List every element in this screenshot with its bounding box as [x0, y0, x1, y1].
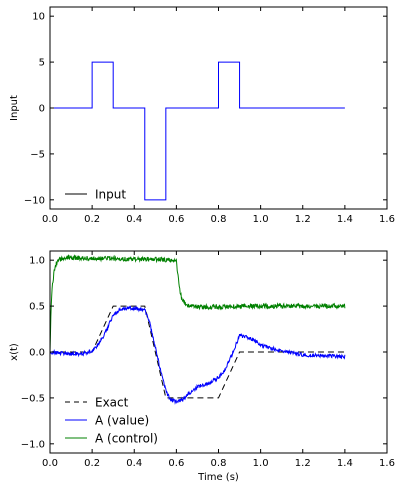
x-tick-label: 1.6: [379, 458, 395, 469]
y-tick-label: 10: [32, 12, 45, 23]
input-plot: 0.0 0.2 0.4 0.6 0.8 1.0 1.2 1.4 1.6 −10 −5 0 5 10 Inpu…: [9, 6, 395, 225]
x-tick-label: 1.6: [379, 214, 395, 225]
x-tick-label: 1.4: [337, 214, 353, 225]
x-tick-label: 1.0: [253, 214, 269, 225]
y-tick-label: 0.0: [29, 348, 45, 359]
x-tick-label: 0.8: [211, 458, 227, 469]
legend-label: Input: [95, 188, 126, 202]
x-tick-label: 0.6: [168, 214, 184, 225]
x-tick-label: 1.2: [295, 458, 311, 469]
legend-label: Exact: [95, 396, 129, 410]
x-tick-label: 1.0: [253, 458, 269, 469]
series-line-input: [50, 61, 345, 201]
y-tick-label: 0.5: [29, 302, 45, 313]
x-tick-label: 0.0: [42, 214, 58, 225]
y-tick-label: 0: [39, 104, 45, 115]
y-tick-label: 5: [39, 58, 45, 69]
y-axis-label: x(t): [9, 343, 20, 361]
x-tick-label: 1.4: [337, 458, 353, 469]
y-axis-label: Input: [9, 95, 20, 121]
legend-label: A (control): [95, 432, 158, 446]
state-plot: 0.0 0.2 0.4 0.6 0.8 1.0 1.2 1.4 1.6 −1.0 −0.5 0.0 0.…: [9, 250, 395, 483]
y-tick-label: −5: [30, 149, 45, 160]
y-tick-label: −0.5: [21, 393, 45, 404]
series-line-exact: [50, 305, 345, 399]
x-tick-label: 0.8: [211, 214, 227, 225]
series-line-a-control: [50, 254, 346, 353]
x-tick-label: 0.0: [42, 458, 58, 469]
x-tick-label: 1.2: [295, 214, 311, 225]
x-axis-label: Time (s): [197, 472, 239, 483]
x-tick-label: 0.2: [84, 458, 100, 469]
y-tick-label: −10: [24, 195, 45, 206]
x-tick-label: 0.2: [84, 214, 100, 225]
x-tick-label: 0.6: [168, 458, 184, 469]
y-tick-label: −1.0: [21, 439, 45, 450]
legend-label: A (value): [95, 414, 149, 428]
y-tick-label: 1.0: [29, 256, 45, 267]
x-tick-label: 0.4: [126, 458, 142, 469]
x-tick-label: 0.4: [126, 214, 142, 225]
series-line-a-value: [50, 305, 346, 405]
